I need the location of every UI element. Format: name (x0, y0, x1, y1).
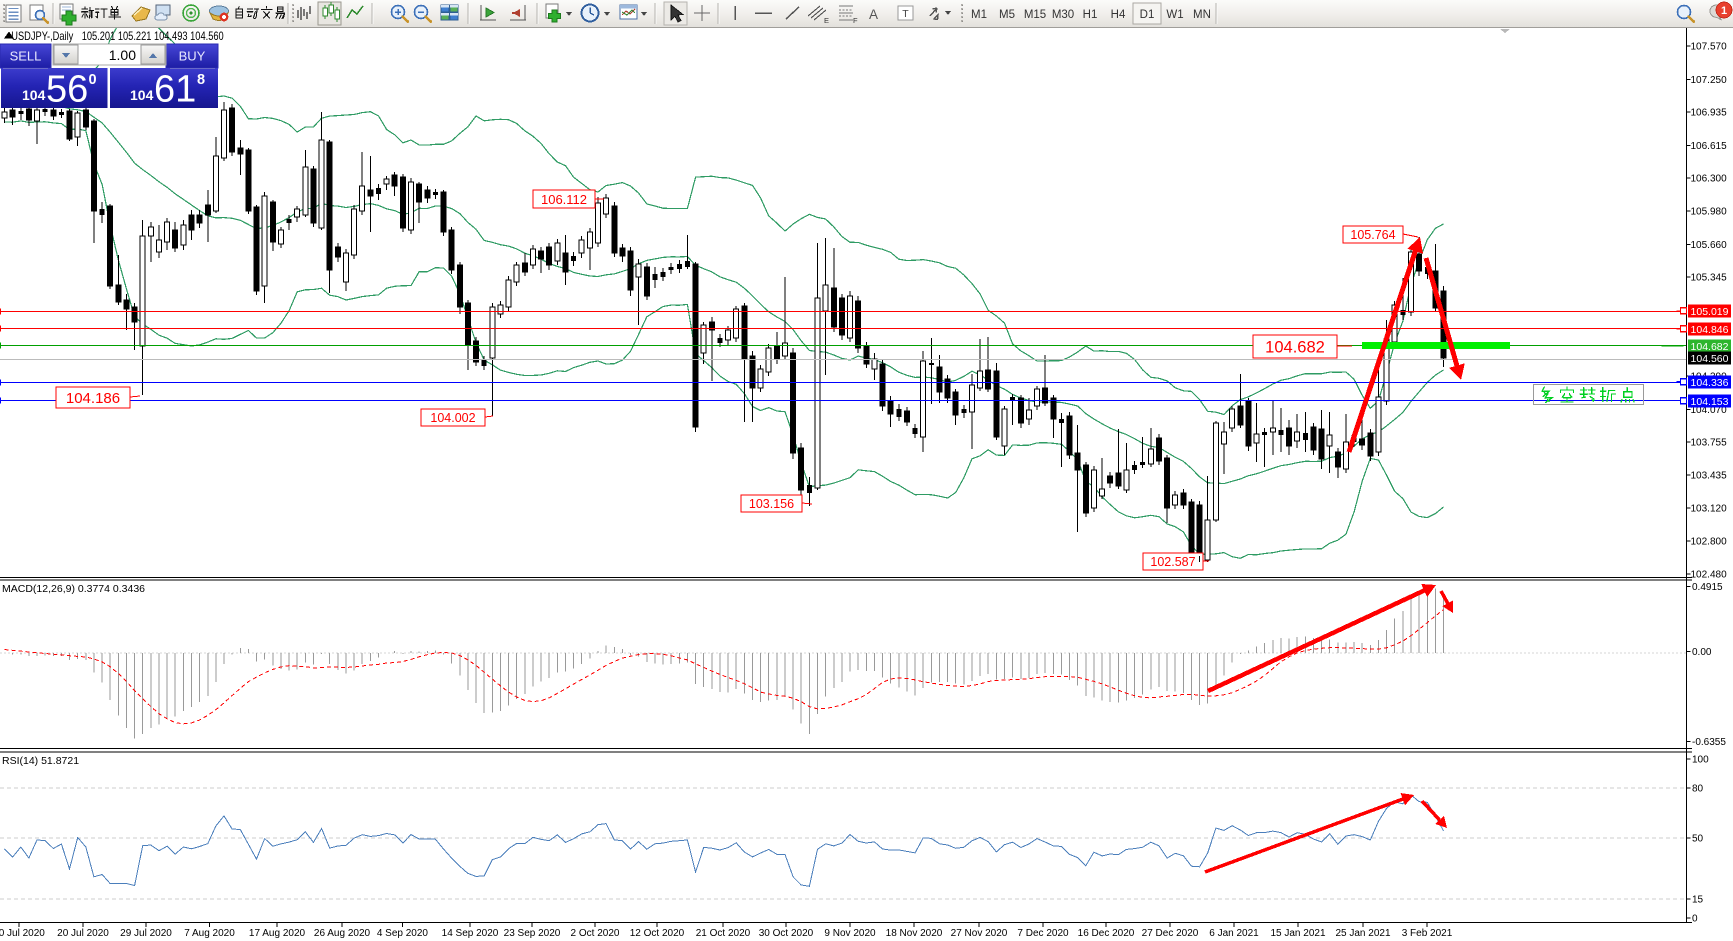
svg-text:106.112: 106.112 (541, 192, 587, 207)
svg-text:1.00: 1.00 (109, 47, 136, 63)
svg-text:0: 0 (1692, 914, 1698, 925)
svg-text:104.153: 104.153 (1691, 396, 1729, 408)
svg-text:105.660: 105.660 (1691, 240, 1728, 251)
svg-text:15: 15 (1692, 895, 1704, 906)
svg-text:USDJPY-,Daily: USDJPY-,Daily (11, 29, 73, 43)
svg-text:M1: M1 (971, 9, 987, 21)
svg-text:102.587: 102.587 (1150, 555, 1195, 569)
svg-text:4 Sep 2020: 4 Sep 2020 (377, 928, 429, 939)
svg-text:106.935: 106.935 (1691, 108, 1728, 119)
svg-text:6 Jan 2021: 6 Jan 2021 (1209, 928, 1259, 939)
svg-text:14 Sep 2020: 14 Sep 2020 (442, 928, 499, 939)
svg-text:26 Aug 2020: 26 Aug 2020 (314, 928, 371, 939)
svg-text:105.764: 105.764 (1350, 228, 1395, 242)
svg-text:F: F (853, 16, 858, 25)
svg-text:15 Jan 2021: 15 Jan 2021 (1270, 928, 1325, 939)
svg-text:104.682: 104.682 (1691, 341, 1729, 353)
svg-text:H4: H4 (1111, 9, 1126, 21)
svg-text:23 Sep 2020: 23 Sep 2020 (504, 928, 561, 939)
svg-text:3 Feb 2021: 3 Feb 2021 (1402, 928, 1453, 939)
svg-text:102.800: 102.800 (1691, 537, 1728, 548)
svg-text:M5: M5 (999, 9, 1015, 21)
svg-text:27 Nov 2020: 27 Nov 2020 (951, 928, 1008, 939)
svg-text:M30: M30 (1052, 9, 1074, 21)
svg-text:106.300: 106.300 (1691, 174, 1728, 185)
svg-text:104.186: 104.186 (66, 390, 120, 407)
svg-text:103.435: 103.435 (1691, 471, 1728, 482)
svg-text:18 Nov 2020: 18 Nov 2020 (886, 928, 943, 939)
svg-text:8: 8 (197, 72, 205, 88)
svg-text:103.755: 103.755 (1691, 437, 1728, 448)
svg-text:104.682: 104.682 (1265, 339, 1325, 357)
svg-text:100: 100 (1692, 755, 1709, 766)
svg-text:107.250: 107.250 (1691, 75, 1728, 86)
svg-text:20 Jul 2020: 20 Jul 2020 (57, 928, 109, 939)
svg-text:61: 61 (154, 69, 196, 111)
svg-text:A: A (869, 7, 878, 22)
svg-text:BUY: BUY (179, 49, 206, 64)
svg-text:2 Oct 2020: 2 Oct 2020 (571, 928, 620, 939)
svg-text:105.201 105.221 104.493 104.56: 105.201 105.221 104.493 104.560 (82, 29, 224, 43)
svg-text:9 Nov 2020: 9 Nov 2020 (824, 928, 876, 939)
svg-text:0.00: 0.00 (1692, 647, 1712, 658)
svg-text:RSI(14) 51.8721: RSI(14) 51.8721 (2, 755, 79, 767)
svg-text:MN: MN (1193, 9, 1211, 21)
svg-text:56: 56 (46, 69, 88, 111)
svg-text:H1: H1 (1083, 9, 1098, 21)
svg-text:T: T (902, 8, 909, 20)
svg-text:107.570: 107.570 (1691, 42, 1728, 53)
svg-text:SELL: SELL (10, 49, 42, 64)
svg-text:103.156: 103.156 (749, 497, 794, 511)
svg-text:W1: W1 (1166, 9, 1183, 21)
svg-text:10 Jul 2020: 10 Jul 2020 (0, 928, 45, 939)
svg-text:27 Dec 2020: 27 Dec 2020 (1142, 928, 1199, 939)
svg-text:E: E (824, 16, 829, 25)
svg-text:-0.6355: -0.6355 (1692, 737, 1726, 748)
svg-text:MACD(12,26,9) 0.3774 0.3436: MACD(12,26,9) 0.3774 0.3436 (2, 583, 145, 595)
svg-text:105.345: 105.345 (1691, 273, 1728, 284)
svg-text:104.560: 104.560 (1691, 353, 1729, 365)
svg-text:0: 0 (89, 72, 97, 88)
svg-text:7 Aug 2020: 7 Aug 2020 (184, 928, 235, 939)
svg-text:104: 104 (22, 87, 46, 103)
svg-text:104.846: 104.846 (1691, 324, 1729, 336)
svg-text:80: 80 (1692, 784, 1704, 795)
svg-text:105.980: 105.980 (1691, 207, 1728, 218)
svg-text:106.615: 106.615 (1691, 141, 1728, 152)
svg-text:29 Jul 2020: 29 Jul 2020 (120, 928, 172, 939)
svg-text:104.336: 104.336 (1691, 377, 1729, 389)
svg-text:103.120: 103.120 (1691, 503, 1728, 514)
svg-text:1: 1 (1721, 5, 1727, 17)
svg-text:50: 50 (1692, 834, 1704, 845)
svg-text:0.4915: 0.4915 (1692, 582, 1723, 593)
svg-text:104.070: 104.070 (1691, 405, 1728, 416)
svg-text:17 Aug 2020: 17 Aug 2020 (249, 928, 306, 939)
svg-text:16 Dec 2020: 16 Dec 2020 (1078, 928, 1135, 939)
svg-text:30 Oct 2020: 30 Oct 2020 (759, 928, 814, 939)
svg-text:M15: M15 (1024, 9, 1046, 21)
svg-text:7 Dec 2020: 7 Dec 2020 (1017, 928, 1069, 939)
svg-text:104: 104 (130, 87, 154, 103)
svg-text:21 Oct 2020: 21 Oct 2020 (696, 928, 751, 939)
svg-text:25 Jan 2021: 25 Jan 2021 (1335, 928, 1390, 939)
svg-text:102.480: 102.480 (1691, 570, 1728, 581)
svg-text:104.002: 104.002 (430, 411, 475, 425)
svg-text:D1: D1 (1140, 9, 1155, 21)
svg-text:105.019: 105.019 (1691, 306, 1729, 318)
svg-text:12 Oct 2020: 12 Oct 2020 (630, 928, 685, 939)
